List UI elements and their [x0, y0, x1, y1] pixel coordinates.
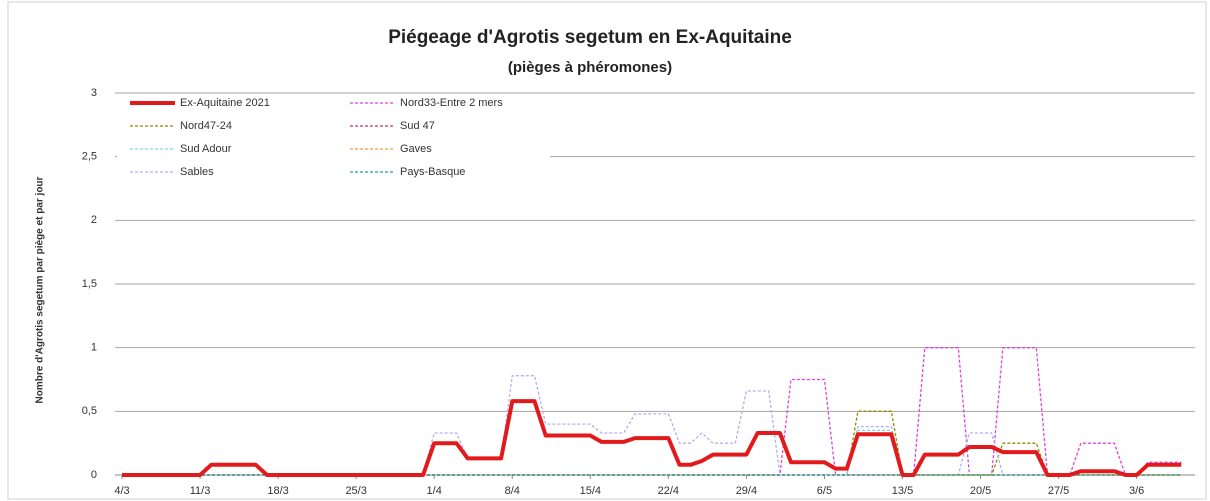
x-tick-label: 3/6 — [1129, 485, 1144, 497]
x-tick-label: 25/3 — [345, 485, 366, 497]
y-tick-label: 0 — [91, 469, 97, 481]
x-tick-label: 18/3 — [267, 485, 288, 497]
y-tick-label: 2,5 — [82, 151, 97, 163]
x-tick-label: 22/4 — [658, 485, 679, 497]
legend-label: Ex-Aquitaine 2021 — [180, 97, 270, 109]
legend-label: Nord47-24 — [180, 120, 232, 132]
legend-label: Gaves — [400, 143, 432, 155]
x-tick-label: 15/4 — [580, 485, 601, 497]
chart-title: Piégeage d'Agrotis segetum en Ex-Aquitai… — [388, 27, 792, 48]
legend-label: Pays-Basque — [400, 166, 465, 178]
x-tick-label: 11/3 — [190, 485, 211, 497]
x-tick-label: 20/5 — [970, 485, 991, 497]
legend-box — [117, 95, 550, 195]
legend-label: Nord33-Entre 2 mers — [400, 97, 503, 109]
chart-subtitle: (pièges à phéromones) — [508, 59, 672, 76]
y-tick-label: 1 — [91, 342, 97, 354]
y-tick-label: 1,5 — [82, 278, 97, 290]
y-tick-label: 2 — [91, 214, 97, 226]
x-tick-label: 13/5 — [892, 485, 913, 497]
x-tick-label: 6/5 — [817, 485, 832, 497]
legend-label: Sud Adour — [180, 143, 232, 155]
series-line — [122, 399, 1182, 477]
y-tick-label: 3 — [91, 87, 97, 99]
y-tick-label: 0,5 — [82, 405, 97, 417]
chart-frame — [7, 1, 1207, 500]
x-tick-label: 8/4 — [505, 485, 520, 497]
legend-label: Sud 47 — [400, 120, 435, 132]
x-tick-label: 29/4 — [736, 485, 757, 497]
y-axis-label: Nombre d'Agrotis segetum par piège et pa… — [35, 176, 46, 403]
x-tick-label: 1/4 — [427, 485, 442, 497]
legend-label: Sables — [180, 166, 214, 178]
x-tick-label: 4/3 — [114, 485, 129, 497]
x-tick-label: 27/5 — [1048, 485, 1069, 497]
